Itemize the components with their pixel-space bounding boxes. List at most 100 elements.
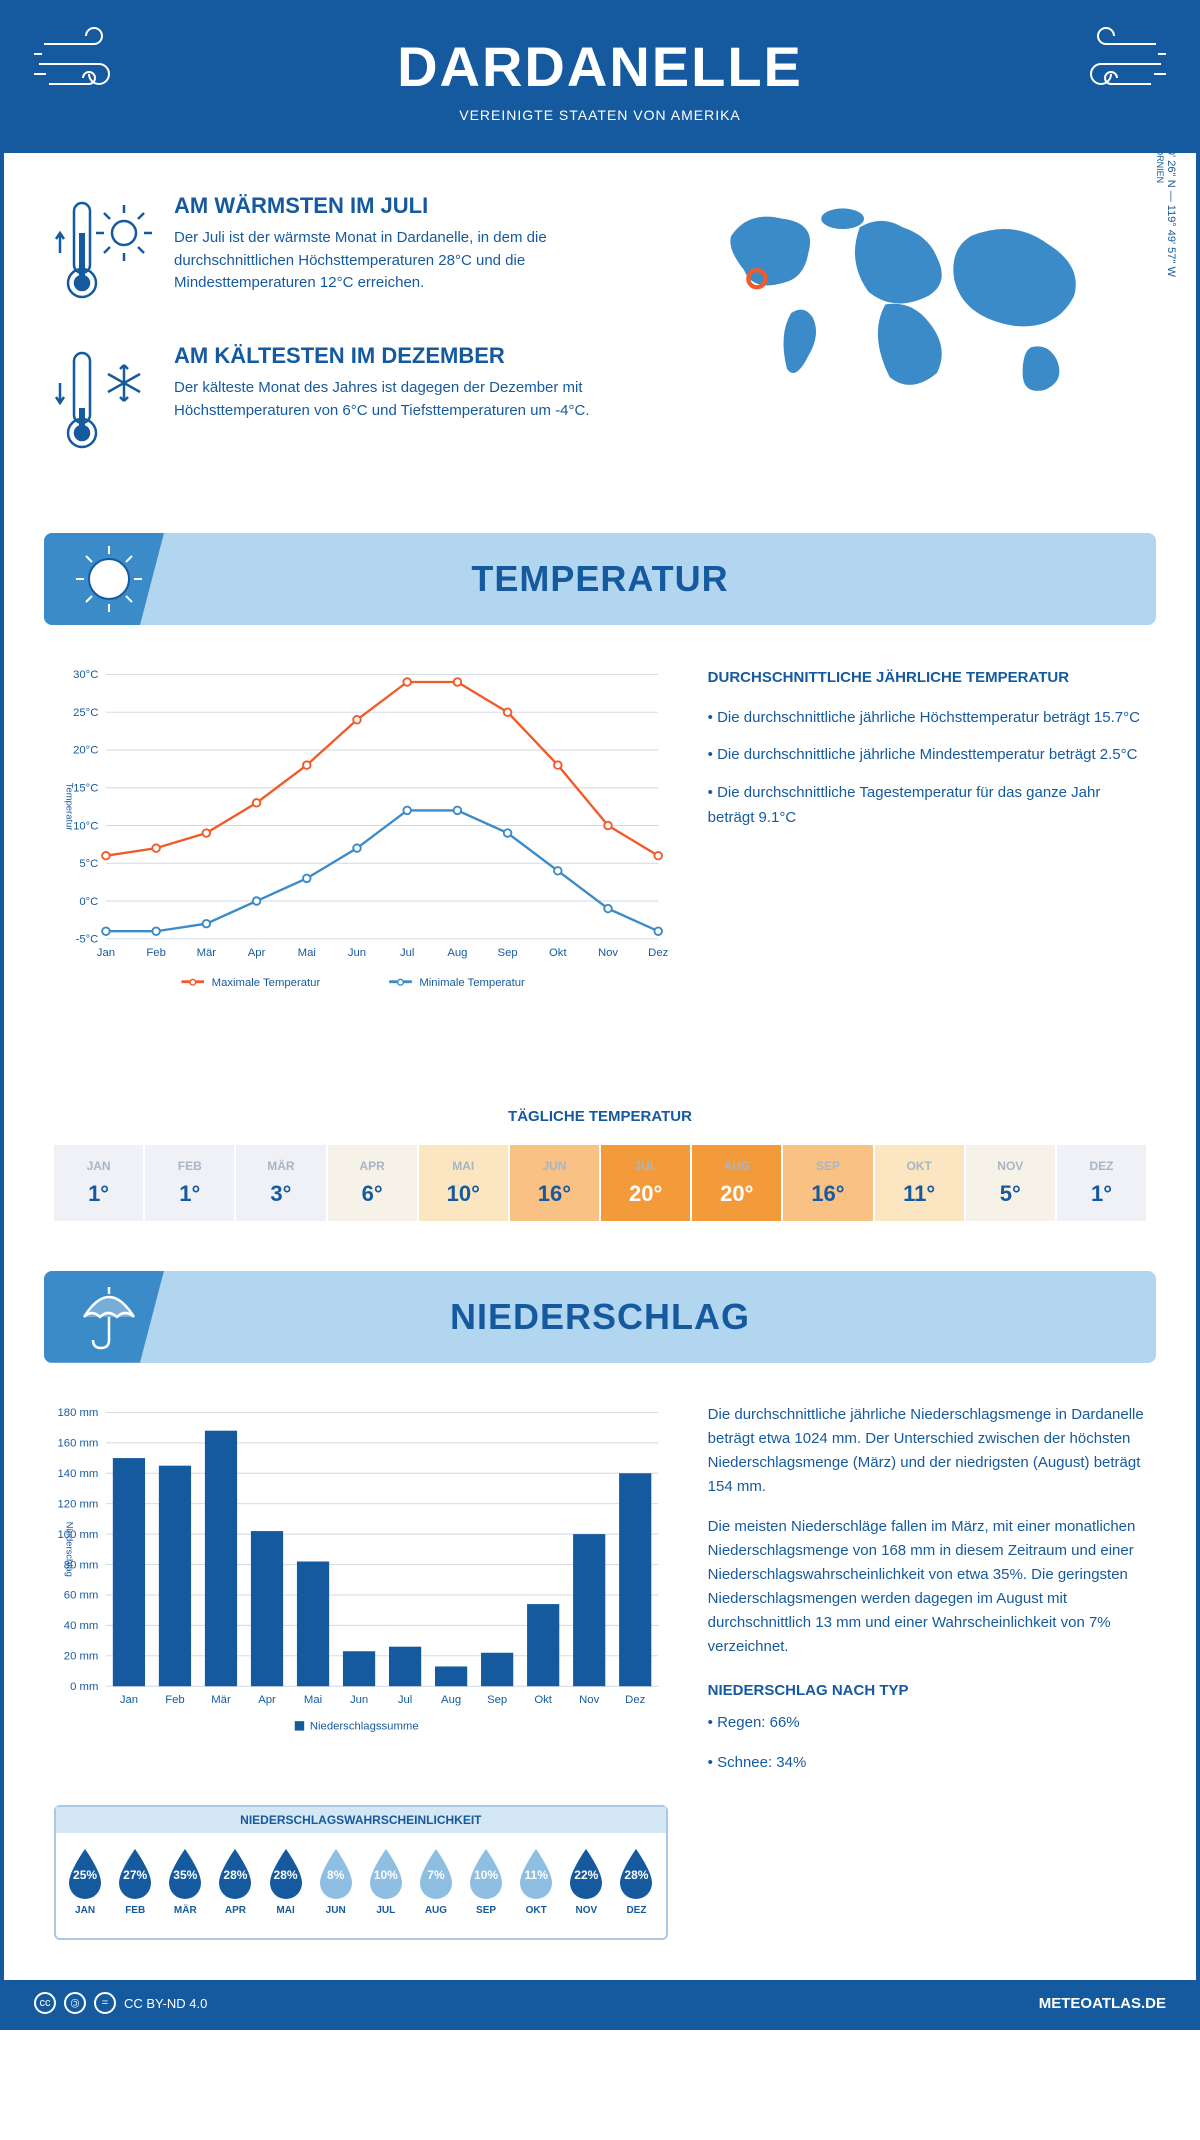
license: cc 🄯 = CC BY-ND 4.0 [34,1992,207,2014]
probability-box: NIEDERSCHLAGSWAHRSCHEINLICHKEIT 25%JAN27… [54,1805,668,1940]
daily-temperature: TÄGLICHE TEMPERATUR JAN1°FEB1°MÄR3°APR6°… [4,1088,1196,1271]
umbrella-icon [74,1282,144,1352]
svg-text:Aug: Aug [441,1694,461,1706]
svg-text:Jan: Jan [97,947,115,959]
brand: METEOATLAS.DE [1039,1995,1166,2012]
svg-text:140 mm: 140 mm [58,1468,99,1480]
svg-text:Jun: Jun [348,947,366,959]
svg-text:Nov: Nov [598,947,618,959]
wind-icon [1066,24,1166,104]
probability-item: 35%MÄR [163,1845,207,1916]
temp-bullet: • Die durchschnittliche jährliche Mindes… [708,742,1146,768]
svg-text:Feb: Feb [146,947,166,959]
daily-temp-cell: JAN1° [54,1145,143,1221]
svg-text:Apr: Apr [248,947,266,959]
svg-text:20 mm: 20 mm [64,1650,99,1662]
probability-item: 28%APR [213,1845,257,1916]
svg-text:Mai: Mai [298,947,316,959]
svg-text:Jul: Jul [400,947,414,959]
probability-item: 27%FEB [113,1845,157,1916]
precipitation-summary: Die durchschnittliche jährliche Niedersc… [708,1403,1146,1941]
precip-type-item: • Regen: 66% [708,1711,1146,1735]
probability-title: NIEDERSCHLAGSWAHRSCHEINLICHKEIT [56,1807,666,1833]
svg-text:180 mm: 180 mm [58,1407,99,1419]
coldest-text: Der kälteste Monat des Jahres ist dagege… [174,377,639,422]
temp-bullet: • Die durchschnittliche Tagestemperatur … [708,780,1146,831]
temperature-summary: DURCHSCHNITTLICHE JÄHRLICHE TEMPERATUR •… [708,665,1146,1048]
footer: cc 🄯 = CC BY-ND 4.0 METEOATLAS.DE [4,1980,1196,2026]
warmest-text: Der Juli ist der wärmste Monat in Dardan… [174,227,639,295]
daily-temp-cell: SEP16° [783,1145,872,1221]
svg-text:25°C: 25°C [73,707,98,719]
precip-paragraph: Die meisten Niederschläge fallen im März… [708,1515,1146,1659]
daily-temp-cell: FEB1° [145,1145,234,1221]
probability-item: 10%SEP [464,1845,508,1916]
svg-text:0 mm: 0 mm [70,1681,98,1693]
svg-text:0°C: 0°C [79,896,98,908]
nd-icon: = [94,1992,116,2014]
svg-text:30°C: 30°C [73,669,98,681]
svg-text:120 mm: 120 mm [58,1498,99,1510]
temp-bullet: • Die durchschnittliche jährliche Höchst… [708,705,1146,731]
svg-text:Minimale Temperatur: Minimale Temperatur [419,977,525,989]
svg-text:Okt: Okt [534,1694,552,1706]
svg-text:Feb: Feb [165,1694,184,1706]
precipitation-chart: 0 mm20 mm40 mm60 mm80 mm100 mm120 mm140 … [54,1403,668,1786]
wind-icon [34,24,134,104]
thermometer-sun-icon [54,193,154,313]
precip-paragraph: Die durchschnittliche jährliche Niedersc… [708,1403,1146,1499]
header: DARDANELLE VEREINIGTE STAATEN VON AMERIK… [4,4,1196,153]
svg-text:Niederschlag: Niederschlag [64,1521,75,1576]
daily-temp-heading: TÄGLICHE TEMPERATUR [54,1108,1146,1125]
svg-text:Mär: Mär [197,947,217,959]
probability-item: 7%AUG [414,1845,458,1916]
svg-text:5°C: 5°C [79,858,98,870]
temperature-banner: TEMPERATUR [44,533,1156,625]
daily-temp-cell: AUG20° [692,1145,781,1221]
svg-text:Dez: Dez [625,1694,645,1706]
page-title: DARDANELLE [24,34,1176,99]
svg-text:Nov: Nov [579,1694,599,1706]
coordinates: 38° 20' 26'' N — 119° 49' 57'' W KALIFOR… [1155,123,1177,277]
svg-text:Dez: Dez [648,947,668,959]
world-map [659,193,1146,433]
temperature-heading: TEMPERATUR [64,558,1136,600]
svg-text:Apr: Apr [258,1694,276,1706]
svg-text:Mai: Mai [304,1694,322,1706]
svg-text:Jan: Jan [120,1694,138,1706]
svg-text:Mär: Mär [211,1694,231,1706]
svg-text:Sep: Sep [498,947,518,959]
temp-summary-heading: DURCHSCHNITTLICHE JÄHRLICHE TEMPERATUR [708,665,1146,691]
probability-item: 10%JUL [364,1845,408,1916]
daily-temp-cell: JUN16° [510,1145,599,1221]
svg-text:160 mm: 160 mm [58,1437,99,1449]
temperature-chart: -5°C 0°C 5°C 10°C 15°C 20°C 25°C 30°C Jan Feb Mär A… [54,665,668,1048]
daily-temp-cell: JUL20° [601,1145,690,1221]
svg-text:15°C: 15°C [73,783,98,795]
svg-text:Maximale Temperatur: Maximale Temperatur [212,977,321,989]
warmest-block: AM WÄRMSTEN IM JULI Der Juli ist der wär… [54,193,639,313]
daily-temp-cell: NOV5° [966,1145,1055,1221]
svg-text:20°C: 20°C [73,745,98,757]
svg-text:-5°C: -5°C [76,934,99,946]
svg-text:Jul: Jul [398,1694,412,1706]
probability-item: 28%DEZ [614,1845,658,1916]
daily-temp-cell: APR6° [328,1145,417,1221]
daily-temp-cell: DEZ1° [1057,1145,1146,1221]
svg-text:Niederschlagssumme: Niederschlagssumme [310,1720,419,1732]
sun-icon [74,544,144,614]
license-text: CC BY-ND 4.0 [124,1996,207,2011]
precipitation-banner: NIEDERSCHLAG [44,1271,1156,1363]
svg-text:40 mm: 40 mm [64,1620,99,1632]
precipitation-heading: NIEDERSCHLAG [64,1296,1136,1338]
svg-text:Aug: Aug [447,947,467,959]
cc-icon: cc [34,1992,56,2014]
probability-item: 28%MAI [264,1845,308,1916]
svg-text:10°C: 10°C [73,820,98,832]
precip-type-heading: NIEDERSCHLAG NACH TYP [708,1679,1146,1703]
coldest-block: AM KÄLTESTEN IM DEZEMBER Der kälteste Mo… [54,343,639,463]
svg-text:Sep: Sep [487,1694,507,1706]
probability-item: 22%NOV [564,1845,608,1916]
page-subtitle: VEREINIGTE STAATEN VON AMERIKA [24,107,1176,123]
probability-item: 8%JUN [314,1845,358,1916]
